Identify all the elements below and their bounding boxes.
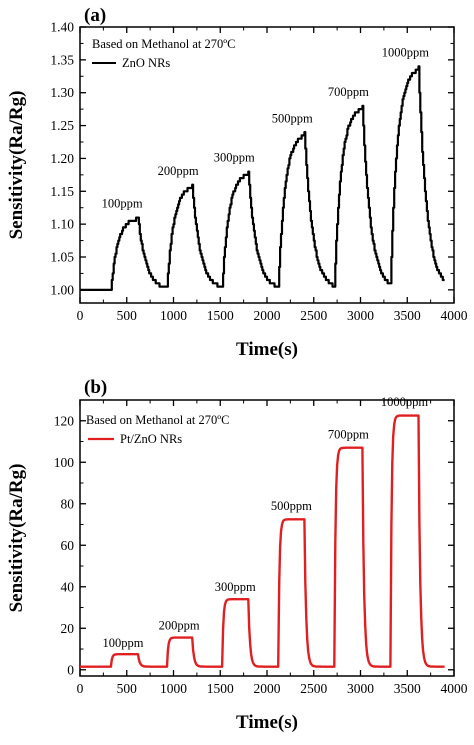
panel-b-series-line [79, 414, 445, 668]
x-tick-label: 3500 [394, 308, 421, 323]
x-tick-label: 500 [117, 308, 138, 323]
concentration-label: 300ppm [214, 151, 255, 165]
y-tick-label: 1.25 [50, 118, 74, 133]
concentration-label: 1000ppm [381, 395, 429, 409]
panel-b-legend-label: Pt/ZnO NRs [120, 432, 182, 446]
y-tick-label: 1.15 [50, 184, 74, 199]
panel-a-chart: (a) 0 500 1000 1500 2000 2500 3000 3500 4000 1.00… [6, 5, 468, 360]
panel-b-ticks [79, 400, 455, 676]
y-tick-label: 1.35 [50, 52, 74, 67]
panel-b-chart: (b) 0 500 1000 1500 2000 2500 3000 3500 4000 0 20 4… [6, 377, 468, 733]
y-tick-label: 1.10 [50, 217, 74, 232]
y-tick-label: 1.05 [50, 250, 74, 265]
x-tick-label: 1000 [160, 681, 187, 696]
concentration-label: 500ppm [272, 111, 313, 125]
panel-a-y-axis-title: Sensitivity(Ra/Rg) [6, 91, 27, 240]
x-tick-label: 2000 [254, 308, 281, 323]
panel-a-x-axis-title: Time(s) [236, 339, 298, 360]
panel-b-condition-note: Based on Methanol at 270ºC [86, 413, 229, 427]
x-tick-label: 2000 [254, 681, 281, 696]
concentration-label: 700ppm [328, 85, 369, 99]
y-tick-label: 80 [61, 496, 75, 511]
y-tick-label: 1.30 [50, 85, 74, 100]
panel-a-condition-note: Based on Methanol at 270ºC [92, 37, 235, 51]
concentration-label: 1000ppm [382, 46, 430, 60]
panel-b-y-axis-title: Sensitivity(Ra/Rg) [6, 464, 27, 613]
x-tick-label: 2500 [300, 308, 327, 323]
y-tick-label: 40 [61, 579, 75, 594]
concentration-label: 700ppm [328, 427, 369, 441]
x-tick-label: 3000 [347, 308, 374, 323]
y-tick-label: 1.20 [50, 151, 74, 166]
panel-a-legend-label: ZnO NRs [122, 56, 170, 70]
y-tick-label: 1.00 [50, 282, 74, 297]
x-tick-label: 0 [77, 308, 84, 323]
x-tick-label: 4000 [441, 681, 468, 696]
panel-a-label: (a) [84, 5, 106, 26]
x-tick-label: 0 [77, 681, 84, 696]
x-tick-label: 2500 [300, 681, 327, 696]
concentration-label: 300ppm [215, 580, 256, 594]
panel-b-x-axis-title: Time(s) [236, 712, 298, 733]
x-tick-label: 3000 [347, 681, 374, 696]
x-tick-label: 1500 [207, 681, 234, 696]
y-tick-label: 100 [54, 455, 75, 470]
panel-b-legend: Based on Methanol at 270ºC Pt/ZnO NRs [86, 413, 229, 446]
x-tick-label: 4000 [441, 308, 468, 323]
panel-b-label: (b) [84, 377, 107, 398]
x-tick-label: 3500 [394, 681, 421, 696]
panel-a-legend: Based on Methanol at 270ºC ZnO NRs [92, 37, 235, 70]
panel-a-ticks [79, 26, 455, 303]
concentration-label: 200ppm [158, 164, 199, 178]
panel-a-concentration-labels: 100ppm 200ppm 300ppm 500ppm 700ppm 1000ppm [102, 46, 430, 211]
y-tick-label: 0 [67, 662, 74, 677]
panel-b-concentration-labels: 100ppm 200ppm 300ppm 500ppm 700ppm 1000ppm [103, 395, 429, 650]
concentration-label: 200ppm [159, 618, 200, 632]
x-tick-label: 500 [117, 681, 138, 696]
y-tick-label: 60 [61, 538, 75, 553]
concentration-label: 100ppm [102, 197, 143, 211]
x-tick-label: 1000 [160, 308, 187, 323]
y-tick-label: 1.40 [50, 20, 74, 35]
panel-b-tick-labels: 0 500 1000 1500 2000 2500 3000 3500 4000 0 20 40 60 8… [54, 413, 468, 696]
panel-a-series-line [79, 65, 445, 291]
panel-a-tick-labels: 0 500 1000 1500 2000 2500 3000 3500 4000 1.00 1.05… [50, 20, 467, 324]
x-tick-label: 1500 [207, 308, 234, 323]
concentration-label: 100ppm [103, 636, 144, 650]
concentration-label: 500ppm [271, 499, 312, 513]
y-tick-label: 20 [61, 621, 75, 636]
y-tick-label: 120 [54, 413, 75, 428]
